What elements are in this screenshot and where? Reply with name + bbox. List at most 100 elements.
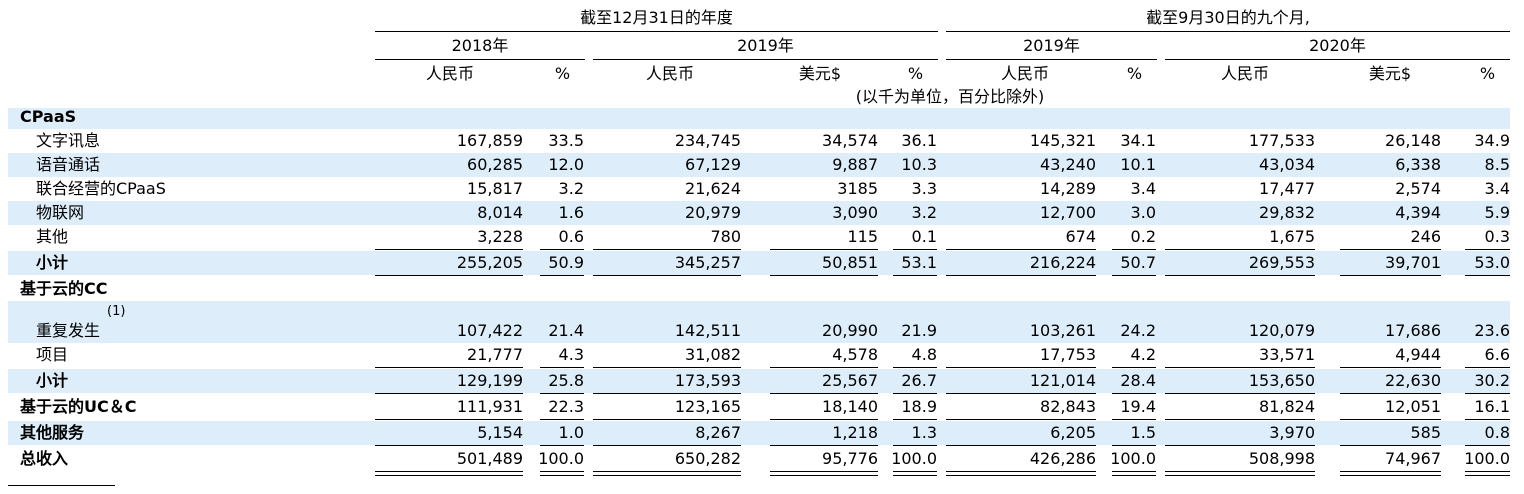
unit-note: (以千为单位，百分比除外) bbox=[855, 87, 1045, 106]
table-cell: 3185 bbox=[837, 179, 878, 198]
currency-header: 人民币 bbox=[1000, 64, 1049, 83]
table-cell: 12,700 bbox=[1040, 203, 1096, 222]
subtotal-rule bbox=[540, 393, 584, 394]
subtotal-rule bbox=[1112, 393, 1156, 394]
subtotal-rule bbox=[1165, 445, 1315, 446]
total-double-rule bbox=[946, 471, 1096, 476]
table-cell: 1,218 bbox=[832, 423, 878, 442]
header-rule bbox=[375, 31, 938, 32]
table-cell: 216,224 bbox=[1029, 253, 1096, 272]
row-label: 联合经营的CPaaS bbox=[36, 179, 166, 198]
table-cell: 145,321 bbox=[1029, 131, 1096, 150]
table-cell: 9,887 bbox=[832, 155, 878, 174]
total-double-rule bbox=[1465, 471, 1510, 476]
table-cell: 34,574 bbox=[822, 131, 878, 150]
total-double-rule bbox=[375, 471, 523, 476]
table-cell: 129,199 bbox=[456, 371, 523, 390]
table-cell: 33.5 bbox=[548, 131, 584, 150]
year-rule bbox=[375, 59, 585, 60]
table-cell: 3,228 bbox=[477, 227, 523, 246]
table-cell: 8,267 bbox=[695, 423, 741, 442]
table-cell: 3,090 bbox=[832, 203, 878, 222]
year-rule bbox=[1165, 59, 1510, 60]
table-cell: 53.0 bbox=[1474, 253, 1510, 272]
period-header-nine-months: 截至9月30日的九个月, bbox=[1146, 8, 1310, 27]
table-cell: 4.8 bbox=[911, 345, 937, 364]
table-cell: 674 bbox=[1065, 227, 1096, 246]
table-cell: 15,817 bbox=[467, 179, 523, 198]
subtotal-rule bbox=[540, 249, 584, 250]
table-cell: 34.9 bbox=[1474, 131, 1510, 150]
table-cell: 22,630 bbox=[1385, 371, 1441, 390]
table-cell: 17,686 bbox=[1385, 321, 1441, 340]
table-cell: 74,967 bbox=[1385, 449, 1441, 468]
subtotal-rule bbox=[893, 445, 937, 446]
currency-header: 美元$ bbox=[1368, 64, 1412, 83]
table-cell: 1,675 bbox=[1269, 227, 1315, 246]
subtotal-rule bbox=[593, 393, 741, 394]
row-band bbox=[8, 251, 1510, 275]
subtotal-rule bbox=[946, 445, 1096, 446]
subtotal-rule bbox=[893, 249, 937, 250]
table-cell: 0.1 bbox=[911, 227, 937, 246]
table-cell: 4,944 bbox=[1395, 345, 1441, 364]
footnote-rule bbox=[8, 485, 115, 486]
subtotal-rule bbox=[375, 367, 523, 368]
section-label: CPaaS bbox=[20, 107, 77, 126]
year-header: 2020年 bbox=[1309, 36, 1366, 55]
section-label: 基于云的CC bbox=[20, 279, 108, 298]
table-cell: 17,753 bbox=[1040, 345, 1096, 364]
table-cell: 19.4 bbox=[1120, 397, 1156, 416]
table-cell: 25.8 bbox=[548, 371, 584, 390]
table-cell: 3.0 bbox=[1130, 203, 1156, 222]
table-cell: 5.9 bbox=[1484, 203, 1510, 222]
subtotal-rule bbox=[593, 249, 741, 250]
subtotal-rule bbox=[540, 419, 584, 420]
subtotal-rule bbox=[893, 393, 937, 394]
subtotal-rule bbox=[375, 275, 523, 276]
table-cell: 10.1 bbox=[1120, 155, 1156, 174]
table-cell: 30.2 bbox=[1474, 371, 1510, 390]
table-cell: 0.2 bbox=[1130, 227, 1156, 246]
table-cell: 153,650 bbox=[1248, 371, 1315, 390]
row-label: 总收入 bbox=[20, 449, 69, 468]
row-band bbox=[8, 301, 1510, 343]
table-cell: 2,574 bbox=[1395, 179, 1441, 198]
table-cell: 6,338 bbox=[1395, 155, 1441, 174]
row-label: 物联网 bbox=[36, 203, 85, 222]
table-cell: 100.0 bbox=[1110, 449, 1156, 468]
table-cell: 33,571 bbox=[1259, 345, 1315, 364]
table-cell: 0.8 bbox=[1484, 423, 1510, 442]
subtotal-rule bbox=[893, 419, 937, 420]
table-cell: 3,970 bbox=[1269, 423, 1315, 442]
table-cell: 17,477 bbox=[1259, 179, 1315, 198]
subtotal-rule bbox=[1112, 249, 1156, 250]
year-rule bbox=[593, 59, 938, 60]
row-band bbox=[8, 153, 1510, 177]
table-cell: 255,205 bbox=[456, 253, 523, 272]
table-cell: 25,567 bbox=[822, 371, 878, 390]
table-cell: 20,990 bbox=[822, 321, 878, 340]
subtotal-rule bbox=[770, 367, 878, 368]
percent-header: % bbox=[907, 64, 924, 83]
total-double-rule bbox=[770, 471, 878, 476]
table-cell: 23.6 bbox=[1474, 321, 1510, 340]
subtotal-rule bbox=[1112, 367, 1156, 368]
table-cell: 0.3 bbox=[1484, 227, 1510, 246]
percent-header: % bbox=[1126, 64, 1143, 83]
table-cell: 39,701 bbox=[1385, 253, 1441, 272]
year-header: 2019年 bbox=[1023, 36, 1080, 55]
subtotal-rule bbox=[1340, 249, 1441, 250]
header-rule bbox=[946, 31, 1510, 32]
subtotal-rule bbox=[770, 419, 878, 420]
table-cell: 1.3 bbox=[911, 423, 937, 442]
row-label: 小计 bbox=[36, 371, 69, 390]
subtotal-rule bbox=[770, 249, 878, 250]
subtotal-rule bbox=[1112, 419, 1156, 420]
subtotal-rule bbox=[593, 419, 741, 420]
table-cell: 81,824 bbox=[1259, 397, 1315, 416]
subtotal-rule bbox=[770, 393, 878, 394]
table-cell: 173,593 bbox=[674, 371, 741, 390]
table-cell: 3.4 bbox=[1484, 179, 1510, 198]
table-cell: 21,777 bbox=[467, 345, 523, 364]
